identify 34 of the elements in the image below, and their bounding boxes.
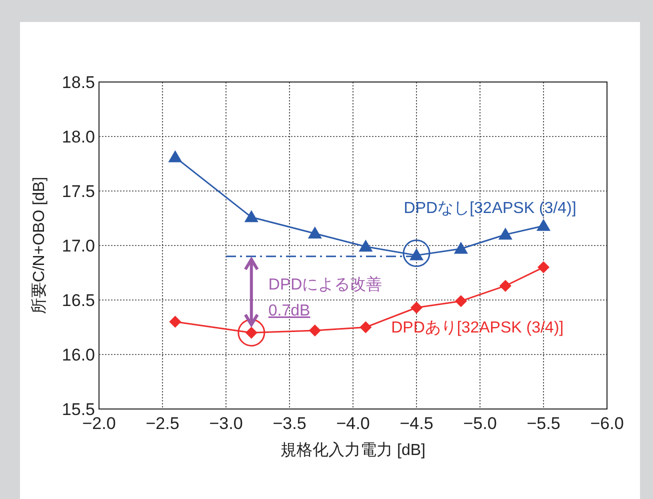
point	[454, 242, 468, 254]
y-tick-label: 17.5	[62, 182, 95, 201]
point	[499, 280, 512, 292]
x-tick-label: −2.5	[146, 414, 180, 433]
series-label: DPDあり[32APSK (3/4)]	[391, 320, 564, 337]
x-tick-label: −5.0	[463, 414, 497, 433]
point	[168, 150, 182, 162]
point	[410, 302, 422, 314]
x-tick-label: −6.0	[590, 414, 624, 433]
point	[308, 226, 322, 239]
x-tick-label: −4.5	[400, 414, 434, 433]
y-tick-label: 17.0	[62, 236, 95, 256]
point	[308, 324, 321, 337]
x-tick-label: −3.5	[272, 414, 306, 433]
point	[358, 240, 373, 252]
annotation: 0.7dB	[268, 302, 310, 320]
x-axis-title: 規格化入力電力 [dB]	[280, 441, 426, 459]
x-tick-label: −3.0	[209, 414, 243, 433]
annotation: DPDによる改善	[268, 275, 382, 294]
point	[244, 210, 258, 222]
x-tick-label: −5.5	[526, 414, 560, 433]
y-axis-title: 所要C/N+OBO [dB]	[30, 176, 48, 314]
y-tick-label: 16.0	[62, 346, 95, 364]
point	[498, 228, 512, 240]
y-tick-label: 18.0	[62, 128, 95, 146]
y-tick-label: 16.5	[62, 291, 95, 310]
point	[536, 218, 550, 231]
y-tick-label: 18.5	[62, 73, 95, 92]
point	[454, 295, 467, 308]
point	[360, 321, 372, 334]
x-tick-label: −4.0	[336, 414, 370, 433]
point	[538, 261, 550, 274]
point	[169, 316, 182, 328]
series-label: DPDなし[32APSK (3/4)]	[404, 200, 576, 217]
